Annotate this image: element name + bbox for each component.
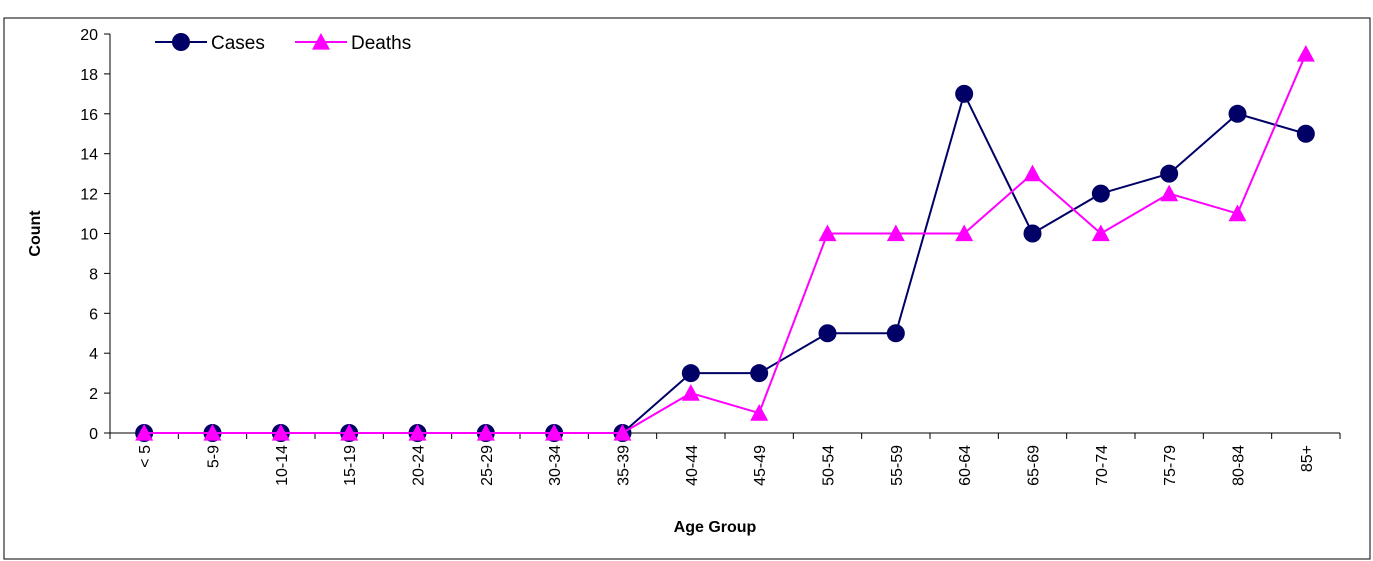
data-point-deaths (545, 424, 564, 441)
data-point-deaths (750, 404, 769, 421)
x-tick-label: 70-74 (1094, 445, 1111, 486)
data-point-deaths (886, 224, 905, 242)
y-tick-label: 14 (80, 147, 98, 164)
data-point-deaths (271, 424, 290, 441)
x-tick-label: < 5 (137, 445, 154, 468)
data-point-deaths (1023, 164, 1042, 182)
data-point-deaths (613, 424, 632, 441)
x-tick-label: 40-44 (684, 445, 701, 486)
x-tick-label: 5-9 (206, 445, 223, 468)
data-point-cases (1160, 164, 1179, 183)
series-layer (135, 44, 1315, 442)
y-tick-label: 8 (89, 266, 98, 283)
legend-label: Deaths (351, 33, 411, 54)
x-tick-label: 85+ (1299, 445, 1316, 472)
legend-item-deaths: Deaths (295, 33, 411, 54)
x-tick-label: 80-84 (1231, 445, 1248, 486)
x-tick-label: 15-19 (342, 445, 359, 486)
data-point-deaths (1091, 224, 1110, 242)
x-tick-label: 30-34 (547, 445, 564, 486)
data-point-cases (955, 84, 974, 103)
legend-item-cases: Cases (155, 33, 265, 54)
series-line-deaths (144, 53, 1307, 434)
data-point-deaths (1228, 204, 1247, 222)
data-point-deaths (476, 424, 495, 441)
y-tick-label: 4 (89, 346, 98, 363)
y-axis-ticks: 0 2 4 6 8 10 12 14 16 18 20 (80, 27, 110, 443)
legend-marker-circle (172, 33, 190, 51)
data-point-deaths (340, 424, 359, 441)
x-tick-label: 10-14 (274, 445, 291, 486)
legend-label: Cases (211, 33, 265, 54)
data-point-deaths (1296, 44, 1315, 62)
y-tick-label: 10 (80, 227, 98, 244)
data-point-deaths (955, 224, 974, 242)
y-tick-label: 2 (89, 386, 98, 403)
series-deaths (135, 44, 1315, 441)
x-tick-label: 65-69 (1026, 445, 1043, 486)
x-tick-label: 25-29 (479, 445, 496, 486)
y-tick-label: 6 (89, 306, 98, 323)
legend: Cases Deaths (155, 33, 411, 54)
x-tick-label: 20-24 (411, 445, 428, 486)
y-axis-title: Count (27, 210, 44, 257)
data-point-deaths (1160, 184, 1179, 202)
data-point-cases (1023, 224, 1042, 243)
data-point-cases (750, 364, 769, 383)
x-axis-title: Age Group (674, 519, 757, 536)
x-tick-label: 45-49 (752, 445, 769, 486)
y-tick-label: 20 (80, 27, 98, 44)
x-tick-label: 50-54 (821, 445, 838, 486)
data-point-deaths (135, 424, 154, 441)
y-tick-label: 12 (80, 187, 98, 204)
legend-marker-triangle (312, 33, 330, 50)
data-point-cases (1228, 104, 1247, 123)
data-point-cases (1091, 184, 1110, 203)
x-tick-label: 35-39 (616, 445, 633, 486)
data-point-deaths (681, 384, 700, 401)
y-tick-label: 0 (89, 426, 98, 443)
data-point-deaths (818, 224, 837, 242)
data-point-cases (886, 324, 905, 343)
x-tick-label: 55-59 (889, 445, 906, 486)
chart-frame (3, 17, 1371, 560)
x-tick-label: 60-64 (957, 445, 974, 486)
data-point-deaths (203, 424, 222, 441)
data-point-cases (681, 364, 700, 383)
x-axis-ticks: < 5 5-9 10-14 15-19 20-24 25-29 30-34 35-39 40-4… (109, 433, 1341, 486)
y-tick-label: 16 (80, 107, 98, 124)
data-point-deaths (408, 424, 427, 441)
data-point-cases (818, 324, 837, 343)
y-tick-label: 18 (80, 67, 98, 84)
data-point-cases (1296, 124, 1315, 143)
x-tick-label: 75-79 (1162, 445, 1179, 486)
